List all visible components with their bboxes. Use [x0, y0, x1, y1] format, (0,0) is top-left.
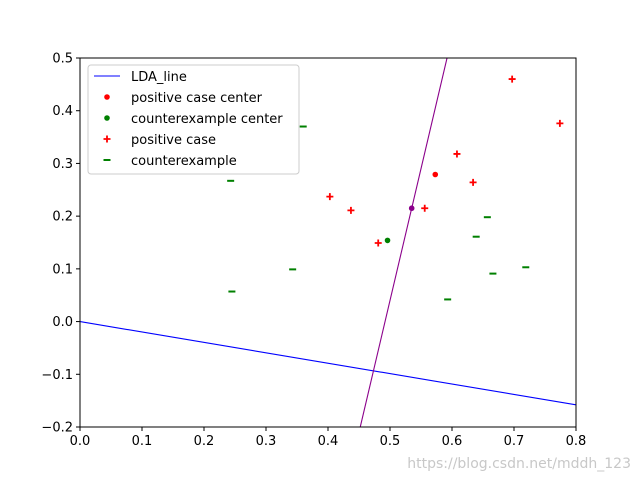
y-tick-label: −0.2 — [41, 421, 73, 436]
y-tick-label: 0.4 — [52, 104, 73, 119]
counterexample-center-point — [384, 237, 391, 244]
y-axis: 0.5 0.4 0.3 0.2 0.1 0.0 −0.1 −0.2 — [41, 52, 80, 436]
watermark-text: https://blog.csdn.net/mddh_123 — [407, 456, 631, 472]
y-tick-label: −0.1 — [41, 368, 73, 383]
legend: LDA_line positive case center counterexamp… — [87, 64, 300, 175]
legend-label: counterexample — [131, 154, 237, 169]
projection-line — [359, 58, 448, 427]
legend-box — [87, 64, 300, 175]
y-tick-label: 0.2 — [52, 210, 73, 225]
positive-case-point — [453, 150, 461, 158]
positive-case-point — [421, 204, 429, 212]
positive-case-point — [347, 206, 355, 214]
positive-case-point — [374, 239, 382, 247]
positive-case-point — [508, 75, 516, 83]
x-tick-label: 0.5 — [380, 434, 401, 449]
projected-center-point — [408, 205, 415, 212]
x-tick-label: 0.0 — [70, 434, 91, 449]
positive-case-point — [556, 119, 564, 127]
x-tick-label: 0.1 — [132, 434, 153, 449]
y-tick-label: 0.1 — [52, 262, 73, 277]
positive-case-center-point — [432, 171, 439, 178]
x-tick-label: 0.7 — [504, 434, 525, 449]
legend-swatch-dot — [104, 94, 110, 100]
positive-case-point — [326, 193, 334, 201]
plot-area — [80, 58, 576, 427]
legend-label: LDA_line — [131, 70, 187, 85]
legend-label: positive case — [131, 133, 216, 148]
x-tick-label: 0.3 — [256, 434, 277, 449]
lda-line — [80, 321, 576, 406]
x-tick-label: 0.8 — [566, 434, 587, 449]
x-tick-label: 0.6 — [442, 434, 463, 449]
y-tick-label: 0.0 — [52, 315, 73, 330]
x-axis: 0.0 0.1 0.2 0.3 0.4 0.5 0.6 0.7 0.8 — [70, 427, 587, 449]
legend-label: counterexample center — [131, 112, 283, 127]
x-tick-label: 0.2 — [194, 434, 215, 449]
y-tick-label: 0.5 — [52, 52, 73, 67]
positive-case-point — [469, 178, 477, 186]
x-tick-label: 0.4 — [318, 434, 339, 449]
y-tick-label: 0.3 — [52, 157, 73, 172]
legend-swatch-dot — [104, 115, 110, 121]
legend-swatch-plus — [103, 135, 111, 143]
legend-label: positive case center — [131, 91, 263, 106]
